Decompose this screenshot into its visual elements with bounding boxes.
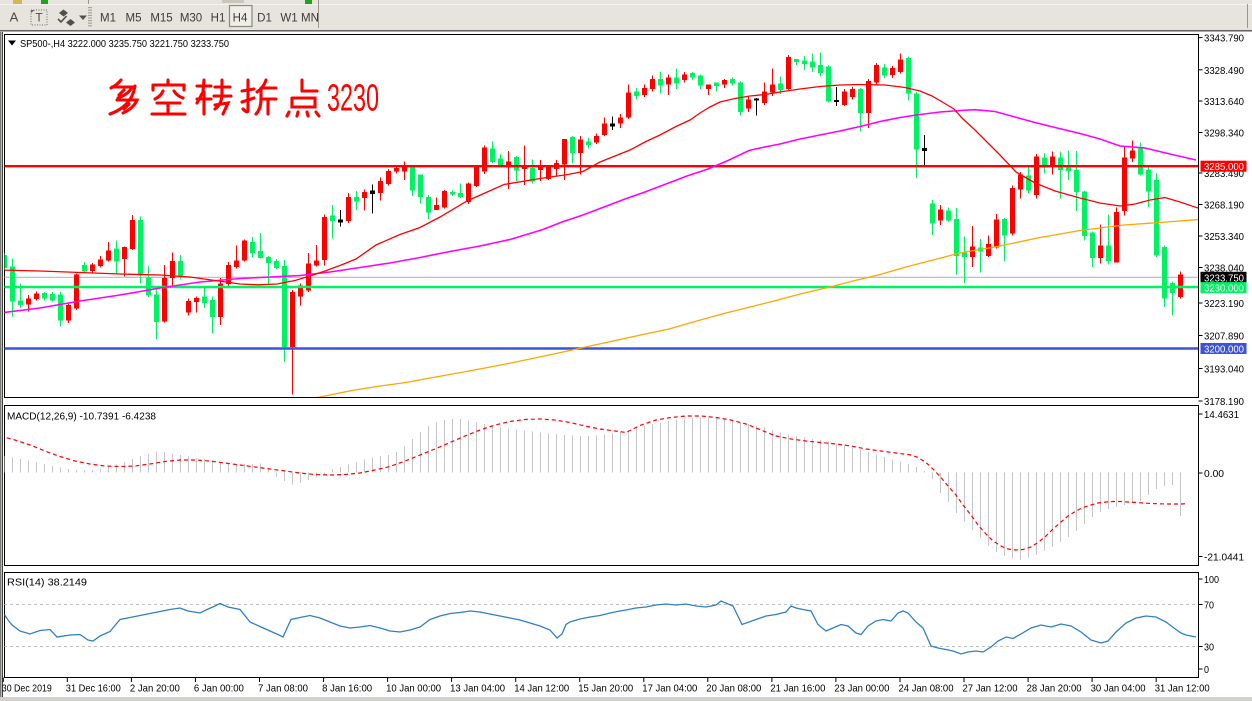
svg-text:-21.0441: -21.0441 — [1204, 552, 1244, 564]
svg-text:3230: 3230 — [327, 78, 379, 120]
svg-text:MACD(12,26,9) -10.7391 -6.4238: MACD(12,26,9) -10.7391 -6.4238 — [7, 411, 156, 423]
svg-text:RSI(14) 38.2149: RSI(14) 38.2149 — [7, 577, 87, 589]
svg-text:6 Jan 00:00: 6 Jan 00:00 — [194, 683, 244, 695]
svg-text:M30: M30 — [180, 13, 202, 25]
svg-text:W1: W1 — [280, 13, 297, 25]
svg-text:3230.000: 3230.000 — [1204, 283, 1244, 295]
svg-text:MN: MN — [301, 13, 319, 25]
svg-text:100: 100 — [1204, 574, 1219, 586]
svg-text:24 Jan 08:00: 24 Jan 08:00 — [899, 683, 954, 695]
svg-text:31 Jan 12:00: 31 Jan 12:00 — [1155, 683, 1210, 695]
svg-text:20 Jan 08:00: 20 Jan 08:00 — [706, 683, 761, 695]
svg-text:0.00: 0.00 — [1204, 468, 1224, 480]
svg-text:3223.190: 3223.190 — [1204, 298, 1244, 310]
svg-text:15 Jan 20:00: 15 Jan 20:00 — [578, 683, 633, 695]
svg-text:21 Jan 16:00: 21 Jan 16:00 — [770, 683, 825, 695]
svg-text:M1: M1 — [100, 13, 116, 25]
svg-text:M5: M5 — [126, 13, 142, 25]
svg-text:3343.790: 3343.790 — [1204, 33, 1244, 45]
svg-text:3285.000: 3285.000 — [1204, 161, 1244, 173]
svg-text:3233.750: 3233.750 — [1204, 272, 1244, 284]
svg-text:8 Jan 16:00: 8 Jan 16:00 — [322, 683, 372, 695]
svg-text:14 Jan 12:00: 14 Jan 12:00 — [514, 683, 569, 695]
svg-text:17 Jan 04:00: 17 Jan 04:00 — [642, 683, 697, 695]
svg-text:3253.340: 3253.340 — [1204, 231, 1244, 243]
svg-text:T: T — [35, 11, 43, 25]
svg-text:3268.190: 3268.190 — [1204, 200, 1244, 212]
svg-text:M15: M15 — [150, 13, 172, 25]
svg-text:3207.890: 3207.890 — [1204, 331, 1244, 343]
svg-text:3298.340: 3298.340 — [1204, 128, 1244, 140]
svg-text:D1: D1 — [257, 13, 272, 25]
svg-text:23 Jan 00:00: 23 Jan 00:00 — [834, 683, 889, 695]
svg-text:70: 70 — [1204, 600, 1214, 612]
svg-text:31 Dec 16:00: 31 Dec 16:00 — [66, 683, 121, 695]
svg-text:7 Jan 08:00: 7 Jan 08:00 — [258, 683, 308, 695]
svg-text:13 Jan 04:00: 13 Jan 04:00 — [450, 683, 505, 695]
svg-text:0: 0 — [1204, 664, 1209, 676]
svg-text:30: 30 — [1204, 642, 1214, 654]
svg-text:3178.190: 3178.190 — [1204, 396, 1244, 408]
svg-text:3313.640: 3313.640 — [1204, 96, 1244, 108]
svg-text:2 Jan 20:00: 2 Jan 20:00 — [130, 683, 180, 695]
svg-text:27 Jan 12:00: 27 Jan 12:00 — [963, 683, 1018, 695]
svg-text:14.4631: 14.4631 — [1204, 409, 1239, 421]
svg-text:A: A — [10, 10, 19, 25]
svg-text:10 Jan 00:00: 10 Jan 00:00 — [386, 683, 441, 695]
svg-text:30 Jan 04:00: 30 Jan 04:00 — [1091, 683, 1146, 695]
svg-text:3328.490: 3328.490 — [1204, 65, 1244, 77]
svg-text:SP500-,H4 3222.000 3235.750 3: SP500-,H4 3222.000 3235.750 3221.750 323… — [20, 38, 229, 50]
svg-text:3238.040: 3238.040 — [1204, 263, 1244, 275]
svg-text:H4: H4 — [233, 13, 248, 25]
svg-text:3200.000: 3200.000 — [1204, 344, 1244, 356]
svg-text:30 Dec 2019: 30 Dec 2019 — [2, 683, 52, 695]
svg-text:H1: H1 — [211, 13, 226, 25]
svg-text:3193.040: 3193.040 — [1204, 364, 1244, 376]
svg-text:28 Jan 20:00: 28 Jan 20:00 — [1027, 683, 1082, 695]
